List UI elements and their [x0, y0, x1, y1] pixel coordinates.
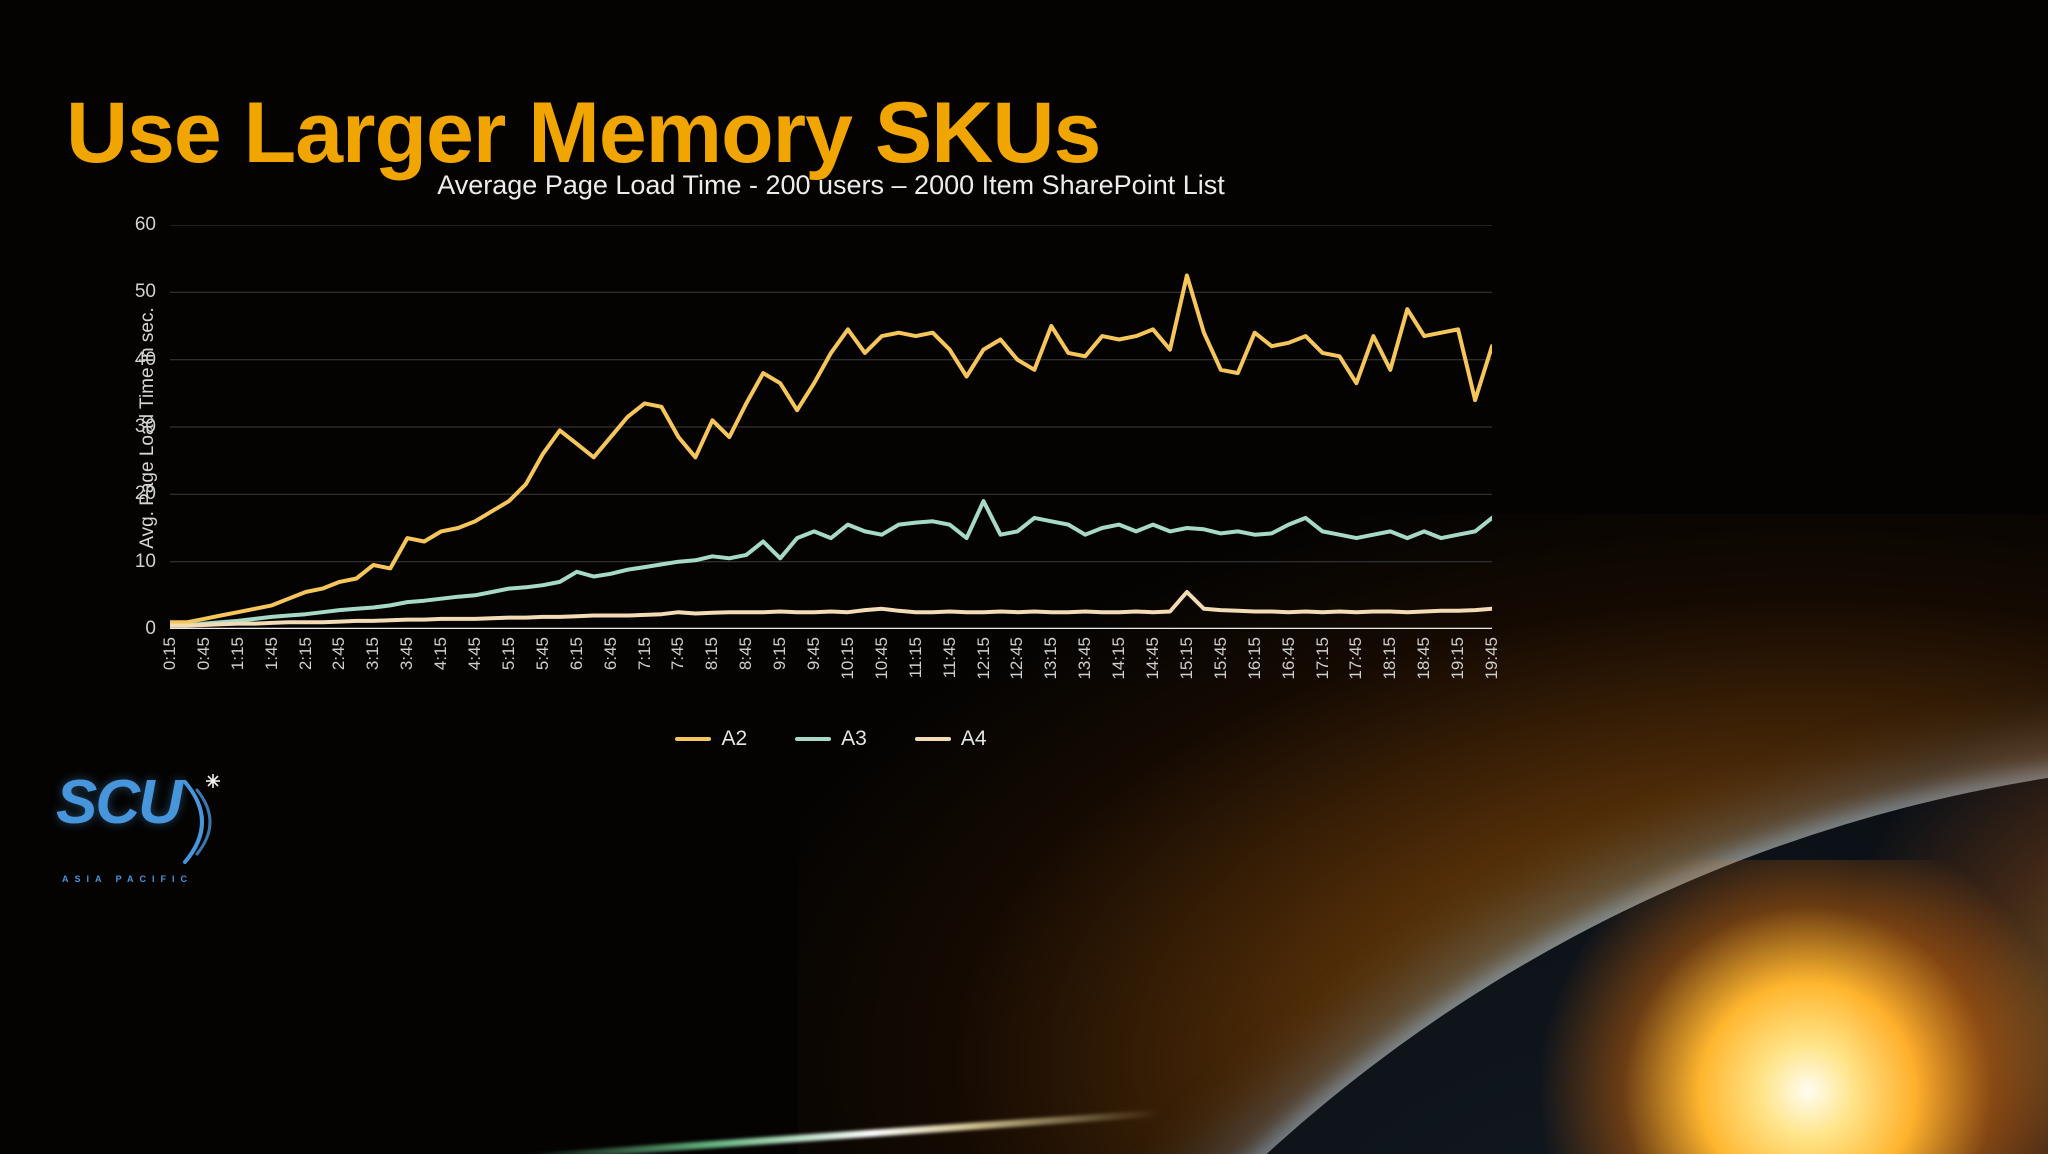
scu-logo: SCU ASIA PACIFIC — [56, 772, 266, 884]
x-tick-label: 15:45 — [1210, 637, 1230, 680]
legend-swatch-A2 — [675, 737, 712, 741]
x-tick-label: 7:45 — [668, 637, 688, 671]
series-line-A3 — [170, 499, 1492, 628]
y-tick-label: 0 — [145, 618, 156, 639]
legend-swatch-A4 — [914, 737, 951, 741]
x-tick-label: 11:15 — [905, 637, 925, 679]
x-tick-label: 2:45 — [329, 637, 349, 671]
logo-tagline: ASIA PACIFIC — [62, 874, 194, 884]
chart-title: Average Page Load Time - 200 users – 200… — [437, 170, 1225, 200]
x-tick-label: 6:45 — [600, 637, 620, 671]
x-tick-label: 17:45 — [1346, 637, 1366, 680]
legend-label: A4 — [960, 727, 987, 750]
chart: Average Page Load Time - 200 users – 200… — [100, 155, 1540, 775]
x-tick-label: 4:15 — [431, 637, 451, 671]
x-tick-label: 8:45 — [736, 637, 756, 671]
x-tick-label: 18:45 — [1414, 637, 1434, 680]
x-tick-label: 3:45 — [397, 637, 417, 671]
x-tick-label: 10:45 — [871, 637, 891, 680]
y-tick-label: 40 — [134, 348, 156, 370]
x-tick-label: 6:15 — [566, 637, 586, 671]
legend-label: A2 — [721, 727, 748, 750]
logo-text: SCU — [56, 768, 183, 837]
x-tick-label: 0:45 — [193, 637, 213, 671]
series-line-A4 — [170, 590, 1492, 628]
x-tick-label: 11:45 — [939, 637, 959, 679]
x-tick-label: 13:45 — [1075, 637, 1095, 680]
x-tick-label: 4:45 — [465, 637, 485, 671]
x-tick-label: 14:15 — [1109, 637, 1129, 680]
y-tick-label: 10 — [134, 550, 156, 572]
slide-title: Use Larger Memory SKUs — [66, 84, 1101, 181]
x-tick-label: 15:15 — [1176, 637, 1196, 680]
x-tick-label: 19:15 — [1448, 637, 1468, 680]
y-tick-label: 20 — [134, 483, 156, 505]
x-tick-label: 2:15 — [295, 637, 315, 671]
x-tick-label: 19:45 — [1482, 637, 1501, 680]
legend-item-A4: A4 — [914, 727, 987, 751]
y-tick-label: 50 — [134, 281, 156, 303]
x-tick-label: 5:15 — [498, 637, 518, 671]
sun-edge-glow — [1850, 700, 2048, 1154]
series-line-A2 — [170, 273, 1492, 625]
x-tick-label: 8:15 — [702, 637, 722, 671]
y-tick-label: 30 — [134, 416, 156, 437]
x-tick-label: 16:15 — [1244, 637, 1264, 680]
plot-area — [170, 225, 1492, 629]
legend-swatch-A3 — [795, 737, 832, 741]
x-tick-label: 14:45 — [1143, 637, 1163, 680]
x-tick-label: 1:45 — [261, 637, 281, 671]
x-tick-label: 13:15 — [1041, 637, 1061, 680]
x-tick-label: 18:15 — [1380, 637, 1400, 680]
x-tick-label: 9:45 — [804, 637, 824, 671]
x-tick-label: 5:45 — [532, 637, 552, 671]
x-tick-label: 1:15 — [227, 637, 247, 671]
legend-item-A3: A3 — [795, 727, 867, 751]
chart-legend: A2 A3 A4 — [170, 727, 1492, 751]
x-tick-label: 16:45 — [1278, 637, 1298, 680]
legend-item-A2: A2 — [675, 727, 747, 751]
x-tick-label: 3:15 — [363, 637, 383, 671]
x-tick-label: 17:15 — [1312, 637, 1332, 680]
x-tick-label: 12:15 — [973, 637, 993, 680]
sunrise-glare — [1500, 860, 2048, 1154]
x-tick-label: 12:45 — [1007, 637, 1027, 680]
y-tick-label: 60 — [134, 214, 156, 235]
x-tick-label: 0:15 — [160, 637, 179, 671]
legend-label: A3 — [841, 727, 867, 750]
x-tick-label: 9:15 — [770, 637, 790, 671]
x-tick-label: 10:15 — [837, 637, 857, 680]
logo-arcs-icon — [182, 774, 220, 864]
x-tick-label: 7:15 — [634, 637, 654, 671]
